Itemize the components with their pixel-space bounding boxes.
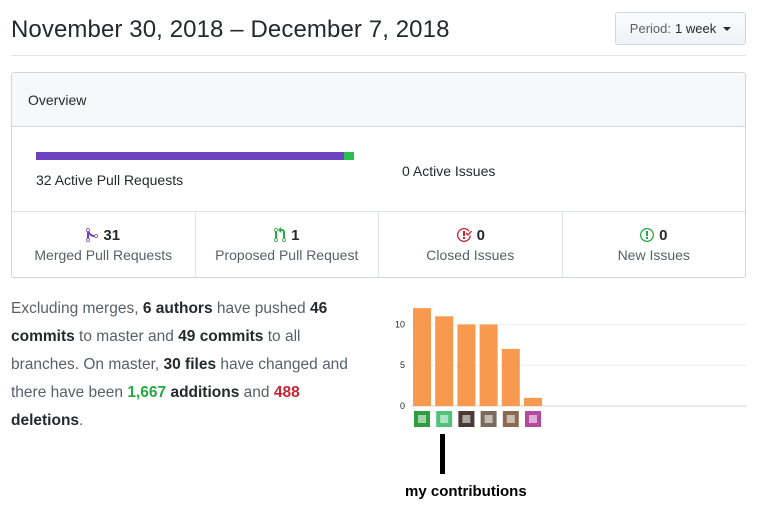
additions-word: additions bbox=[166, 384, 240, 401]
contributor-bar[interactable] bbox=[501, 348, 520, 406]
files-changed-count: 30 files bbox=[163, 356, 217, 373]
avatar-pattern bbox=[462, 415, 471, 423]
date-range-title: November 30, 2018 – December 7, 2018 bbox=[11, 16, 450, 43]
summary-text: have pushed bbox=[212, 300, 310, 317]
overview-body: 32 Active Pull Requests 0 Active Issues bbox=[12, 127, 745, 212]
proposed-pr-count: 1 bbox=[291, 226, 300, 244]
new-issues-label: New Issues bbox=[617, 246, 690, 263]
stat-new-issues[interactable]: 0 New Issues bbox=[563, 212, 746, 277]
additions-count: 1,667 bbox=[127, 384, 167, 401]
annotation-arrow-line bbox=[440, 434, 445, 474]
deletions-count: 488 bbox=[273, 384, 300, 401]
open-pr-segment bbox=[344, 152, 354, 160]
closed-issue-icon bbox=[456, 227, 472, 243]
period-label: Period: bbox=[629, 21, 671, 36]
stat-merged-prs[interactable]: 31 Merged Pull Requests bbox=[12, 212, 196, 277]
closed-issues-count: 0 bbox=[476, 226, 485, 244]
contributor-bar[interactable] bbox=[524, 397, 542, 406]
contributor-bar[interactable] bbox=[479, 324, 498, 406]
active-pull-requests-link[interactable]: 32 Active Pull Requests bbox=[36, 172, 184, 188]
stat-closed-issues[interactable]: 0 Closed Issues bbox=[379, 212, 563, 277]
avatar-pattern bbox=[506, 415, 515, 423]
commit-summary: Excluding merges, 6 authors have pushed … bbox=[11, 295, 361, 435]
caret-down-icon bbox=[723, 26, 732, 31]
period-dropdown-button[interactable]: Period: 1 week bbox=[615, 12, 746, 45]
proposed-pr-label: Proposed Pull Request bbox=[215, 246, 359, 263]
deletions-word: deletions bbox=[11, 412, 80, 429]
contributors-bar-chart: 0 5 10 bbox=[385, 298, 747, 433]
contributor-bar[interactable] bbox=[435, 316, 454, 406]
page-header: November 30, 2018 – December 7, 2018 Per… bbox=[11, 12, 746, 56]
overview-box: Overview 32 Active Pull Requests 0 Activ… bbox=[11, 72, 746, 278]
open-issue-icon bbox=[640, 227, 655, 243]
summary-text: Excluding merges, bbox=[11, 300, 143, 317]
overview-stats: 31 Merged Pull Requests 1 Proposed Pull … bbox=[12, 212, 745, 277]
master-commits-count: 46 commits bbox=[11, 300, 328, 345]
open-pr-icon bbox=[274, 227, 287, 243]
avatar-pattern bbox=[529, 415, 537, 423]
overview-title: Overview bbox=[28, 91, 87, 108]
new-issues-count: 0 bbox=[659, 226, 668, 244]
pull-request-progress-bar bbox=[36, 152, 354, 160]
merged-pr-label: Merged Pull Requests bbox=[34, 246, 173, 263]
merged-pr-segment bbox=[36, 152, 345, 160]
avatar-pattern bbox=[418, 415, 426, 423]
stat-proposed-prs[interactable]: 1 Proposed Pull Request bbox=[196, 212, 379, 277]
closed-issues-label: Closed Issues bbox=[426, 246, 515, 263]
summary-text: to master and bbox=[74, 328, 179, 345]
authors-count: 6 authors bbox=[142, 300, 213, 317]
contributor-bar[interactable] bbox=[413, 308, 431, 406]
contributor-bar[interactable] bbox=[457, 324, 476, 406]
y-tick-label: 10 bbox=[395, 319, 405, 329]
overview-header: Overview bbox=[12, 73, 745, 127]
contributors-chart-svg: 0 5 10 bbox=[395, 308, 747, 427]
active-issues-link[interactable]: 0 Active Issues bbox=[402, 163, 496, 179]
summary-text: to all branches. On master, bbox=[11, 328, 301, 373]
y-tick-label: 5 bbox=[400, 360, 405, 370]
avatar-pattern bbox=[484, 415, 493, 423]
summary-text: and bbox=[239, 384, 274, 401]
merged-pr-icon bbox=[86, 227, 99, 243]
merged-pr-count: 31 bbox=[103, 226, 121, 244]
summary-text: have changed and there have been bbox=[11, 356, 348, 401]
y-tick-label: 0 bbox=[400, 401, 405, 411]
annotation-label: my contributions bbox=[405, 483, 527, 500]
summary-text: . bbox=[79, 412, 84, 429]
all-branches-commits-count: 49 commits bbox=[178, 328, 264, 345]
period-value: 1 week bbox=[675, 21, 717, 36]
avatar-pattern bbox=[440, 415, 449, 423]
